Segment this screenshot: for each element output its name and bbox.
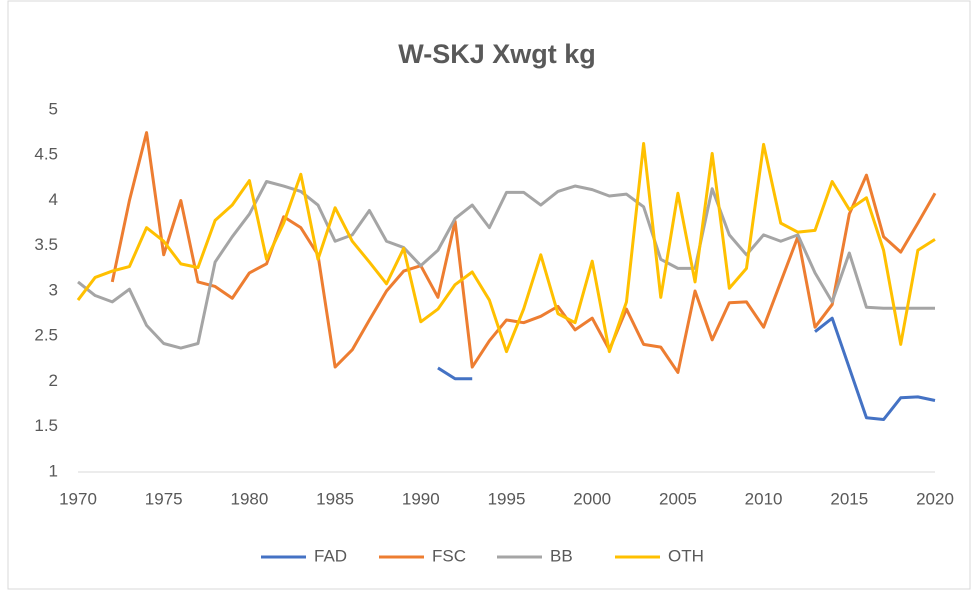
x-tick-label: 1990 [402,489,440,508]
y-tick-label: 4 [49,190,58,209]
y-tick-label: 4.5 [34,145,58,164]
y-tick-label: 3.5 [34,235,58,254]
x-tick-label: 2010 [745,489,783,508]
x-tick-label: 1970 [59,489,97,508]
x-tick-label: 2015 [830,489,868,508]
legend-label: FSC [432,546,466,565]
series-line [77,179,935,350]
y-tick-label: 2.5 [34,326,58,345]
x-tick-label: 1995 [488,489,526,508]
x-tick-label: 1975 [145,489,183,508]
x-tick-label: 2020 [916,489,954,508]
x-tick-label: 1980 [230,489,268,508]
series-line [437,366,473,381]
legend-label: BB [550,546,573,565]
chart-title: W-SKJ Xwgt kg [398,39,595,69]
x-tick-label: 1985 [316,489,354,508]
series-line [76,141,936,354]
y-tick-label: 3 [49,280,58,299]
y-tick-label: 1.5 [34,416,58,435]
y-tick-label: 2 [49,371,58,390]
x-tick-label: 2000 [573,489,611,508]
legend-label: FAD [314,546,347,565]
legend-label: OTH [668,546,704,565]
series-line [814,316,936,422]
y-tick-label: 5 [49,99,58,118]
x-tick-label: 2005 [659,489,697,508]
y-tick-label: 1 [49,461,58,480]
